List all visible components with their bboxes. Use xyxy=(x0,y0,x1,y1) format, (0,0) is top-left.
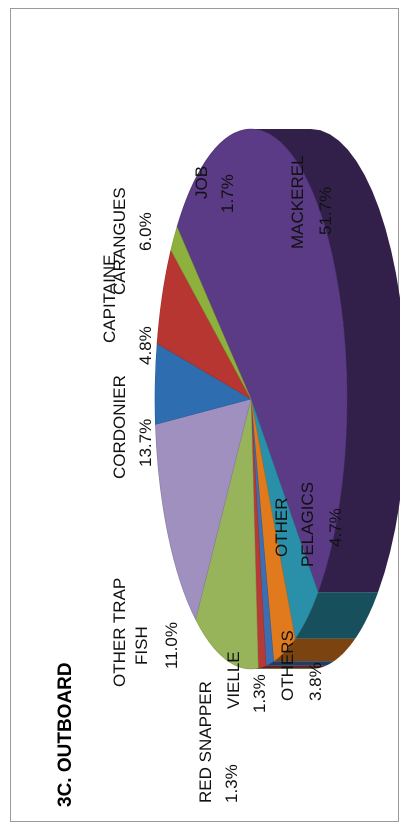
pie-slice-side-4 xyxy=(258,665,326,669)
pie-slice-mackerel xyxy=(176,128,348,594)
value-red-snapper: 1.3% xyxy=(222,764,241,803)
value-others: 3.8% xyxy=(306,662,325,701)
value-capitaine: 4.8% xyxy=(136,326,155,365)
value-cordonier: 13.7% xyxy=(136,419,155,467)
label-mackerel: MACKEREL xyxy=(288,155,307,249)
label-carangues: CARANGUES xyxy=(110,187,129,295)
pie-chart: 3C. OUTBOARD OTHER TRAP FISH 11.0% RED S… xyxy=(55,128,400,807)
label-red-snapper: RED SNAPPER xyxy=(196,681,215,803)
pie-slice-side-3 xyxy=(266,661,334,666)
label-capitaine: CAPITAINE xyxy=(100,255,119,343)
label-other-trap-fish: OTHER TRAP FISH xyxy=(110,573,151,687)
value-other-pelagics: 4.7% xyxy=(326,508,345,547)
pie-slice-other-trap-fish xyxy=(195,398,259,670)
pie-slice-side-2 xyxy=(273,638,356,662)
pie-slice-side-5 xyxy=(251,668,319,669)
value-carangues: 6.0% xyxy=(136,212,155,251)
pie-group xyxy=(154,128,400,670)
value-other-trap-fish: 11.0% xyxy=(162,622,181,669)
pie-slice-job xyxy=(170,226,252,400)
label-others: OTHERS xyxy=(278,630,297,701)
pie-slice-cordonier xyxy=(155,398,252,621)
pie-slice-side-1 xyxy=(295,592,378,639)
label-cordonier: CORDONIER xyxy=(110,375,129,479)
pie-slice-side-0 xyxy=(251,129,400,593)
chart-frame: 3C. OUTBOARD OTHER TRAP FISH 11.0% RED S… xyxy=(10,8,400,822)
label-vielle: VIELLE xyxy=(224,651,243,709)
label-other-pelagics: OTHER PELAGICS xyxy=(272,482,317,567)
slice-labels: OTHER TRAP FISH 11.0% RED SNAPPER 1.3% V… xyxy=(100,155,345,803)
value-mackerel: 51.7% xyxy=(316,187,335,235)
value-vielle: 1.3% xyxy=(250,674,269,713)
value-job: 1.7% xyxy=(218,174,237,213)
label-job: JOB xyxy=(192,166,211,199)
chart-title: 3C. OUTBOARD xyxy=(55,662,76,807)
